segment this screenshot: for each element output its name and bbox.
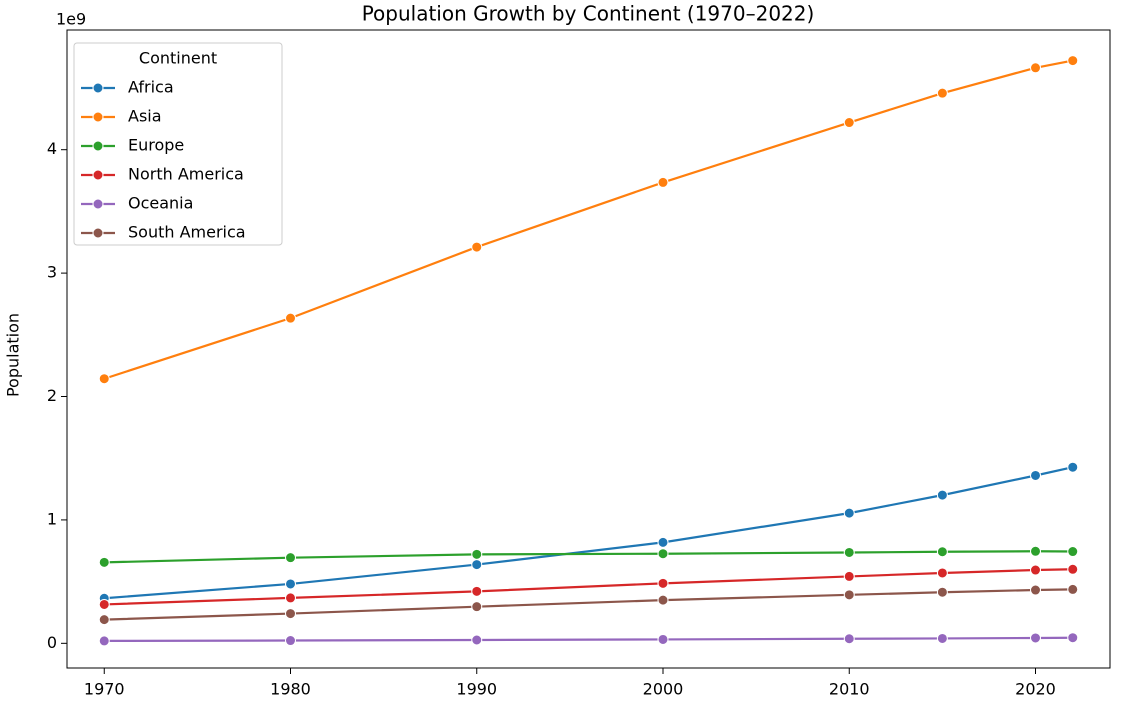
legend-label: Asia xyxy=(128,107,162,126)
y-axis-label: Population xyxy=(4,313,23,397)
legend-marker xyxy=(92,111,104,123)
data-point xyxy=(471,241,483,253)
data-point xyxy=(471,548,483,560)
data-point xyxy=(657,176,669,188)
data-point xyxy=(1067,461,1079,473)
y-tick-label: 1 xyxy=(47,509,57,528)
data-point xyxy=(843,546,855,558)
legend-label: Oceania xyxy=(128,194,193,213)
data-point xyxy=(471,585,483,597)
data-point xyxy=(285,578,296,590)
x-tick-label: 1990 xyxy=(456,680,497,699)
series-line xyxy=(104,550,1073,564)
data-point xyxy=(98,598,110,610)
x-tick-label: 1980 xyxy=(270,680,311,699)
data-point xyxy=(1030,564,1041,576)
data-point xyxy=(843,507,855,519)
data-point xyxy=(936,632,948,644)
y-offset-label: 1e9 xyxy=(56,10,86,29)
x-tick-label: 2010 xyxy=(829,680,870,699)
legend-label: Europe xyxy=(128,136,184,155)
legend-marker xyxy=(92,82,104,94)
data-point xyxy=(1030,62,1041,74)
data-point xyxy=(98,614,110,626)
axes-frame xyxy=(66,29,1111,669)
legend-marker xyxy=(92,169,104,181)
data-point xyxy=(1067,583,1079,595)
legend-box xyxy=(73,42,283,246)
data-point xyxy=(1067,563,1079,575)
data-point xyxy=(1030,545,1041,557)
legend-title: Continent xyxy=(139,49,217,68)
x-tick-label: 2000 xyxy=(643,680,684,699)
chart-title: Population Growth by Continent (1970–202… xyxy=(362,2,815,26)
data-point xyxy=(843,117,855,129)
data-point xyxy=(98,556,110,568)
series-line xyxy=(103,59,1073,380)
series-line xyxy=(104,466,1073,600)
data-point xyxy=(1030,469,1041,481)
data-point xyxy=(936,586,948,598)
legend-marker xyxy=(92,140,104,152)
data-point xyxy=(285,592,296,604)
legend-label: South America xyxy=(128,223,246,242)
data-point xyxy=(471,559,483,571)
y-tick-label: 4 xyxy=(47,139,57,158)
series-line xyxy=(104,636,1073,642)
data-point xyxy=(471,634,483,646)
data-point xyxy=(657,548,669,560)
data-point xyxy=(936,546,948,558)
data-point xyxy=(285,552,296,564)
data-point xyxy=(936,567,948,579)
legend-marker xyxy=(92,227,104,239)
legend-label: Africa xyxy=(128,78,174,97)
data-point xyxy=(285,312,296,324)
data-point xyxy=(98,373,110,385)
data-point xyxy=(471,601,483,613)
data-point xyxy=(285,608,296,620)
y-tick-label: 0 xyxy=(47,633,57,652)
data-point xyxy=(1030,584,1041,596)
data-point xyxy=(843,633,855,645)
data-point xyxy=(657,594,669,606)
legend-label: North America xyxy=(128,165,244,184)
data-point xyxy=(1067,55,1079,67)
y-tick-label: 3 xyxy=(47,263,57,282)
data-point xyxy=(1030,632,1041,644)
legend-marker xyxy=(92,198,104,210)
data-point xyxy=(843,570,855,582)
data-point xyxy=(843,589,855,601)
data-point xyxy=(1067,546,1079,558)
data-point xyxy=(936,489,948,501)
data-point xyxy=(285,635,296,647)
data-point xyxy=(936,87,948,99)
x-tick-label: 1970 xyxy=(84,680,125,699)
x-tick-label: 2020 xyxy=(1015,680,1056,699)
data-point xyxy=(657,633,669,645)
data-point xyxy=(1067,632,1079,644)
data-point xyxy=(98,635,110,647)
data-point xyxy=(657,536,669,548)
series-line xyxy=(104,568,1073,606)
series-line xyxy=(104,588,1073,621)
data-point xyxy=(657,577,669,589)
y-tick-label: 2 xyxy=(47,386,57,405)
